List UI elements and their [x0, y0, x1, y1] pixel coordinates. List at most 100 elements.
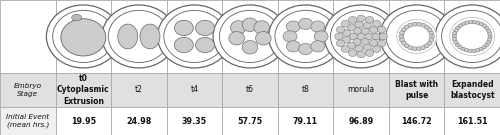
Text: Blast with
pulse: Blast with pulse: [395, 80, 438, 100]
Ellipse shape: [220, 10, 280, 63]
Ellipse shape: [229, 31, 244, 45]
Ellipse shape: [72, 14, 82, 21]
Ellipse shape: [196, 37, 214, 53]
Ellipse shape: [324, 5, 398, 68]
Ellipse shape: [461, 47, 466, 51]
Bar: [222, 0, 278, 73]
Bar: [278, 0, 334, 73]
Ellipse shape: [416, 22, 422, 26]
Ellipse shape: [230, 21, 246, 34]
Ellipse shape: [450, 17, 494, 55]
Bar: [111, 107, 166, 135]
Ellipse shape: [427, 28, 432, 32]
Ellipse shape: [357, 15, 366, 22]
Text: t6: t6: [246, 85, 254, 94]
Text: 79.11: 79.11: [293, 117, 318, 126]
Ellipse shape: [488, 35, 492, 38]
Text: 19.95: 19.95: [71, 117, 96, 126]
Ellipse shape: [164, 10, 225, 63]
Ellipse shape: [400, 38, 404, 42]
Ellipse shape: [140, 24, 160, 49]
Ellipse shape: [464, 48, 469, 52]
Bar: [56, 107, 111, 135]
Text: t8: t8: [302, 85, 310, 94]
Ellipse shape: [452, 38, 457, 41]
Bar: [389, 0, 444, 73]
Ellipse shape: [458, 24, 462, 28]
Ellipse shape: [420, 46, 426, 50]
Ellipse shape: [484, 43, 489, 47]
Text: 57.75: 57.75: [238, 117, 262, 126]
Ellipse shape: [404, 44, 409, 48]
Text: 146.72: 146.72: [402, 117, 432, 126]
Ellipse shape: [361, 38, 369, 45]
Ellipse shape: [370, 26, 378, 33]
Ellipse shape: [399, 34, 404, 38]
Ellipse shape: [427, 41, 432, 45]
Ellipse shape: [242, 18, 258, 31]
Bar: [166, 107, 222, 135]
Ellipse shape: [472, 49, 476, 53]
Ellipse shape: [430, 34, 434, 38]
Bar: [334, 73, 389, 107]
Bar: [0, 107, 56, 135]
Ellipse shape: [213, 5, 287, 68]
Ellipse shape: [486, 29, 491, 32]
Ellipse shape: [361, 28, 369, 34]
Text: 161.51: 161.51: [457, 117, 488, 126]
Ellipse shape: [468, 20, 472, 24]
Ellipse shape: [429, 31, 434, 35]
Bar: [334, 107, 389, 135]
Ellipse shape: [378, 40, 386, 47]
Ellipse shape: [363, 22, 372, 29]
Text: 24.98: 24.98: [126, 117, 152, 126]
Ellipse shape: [424, 25, 429, 29]
Ellipse shape: [488, 38, 492, 41]
Ellipse shape: [436, 5, 500, 68]
Ellipse shape: [379, 33, 388, 40]
Ellipse shape: [254, 21, 270, 34]
Ellipse shape: [372, 20, 381, 27]
Ellipse shape: [464, 21, 469, 24]
Bar: [166, 0, 222, 73]
Ellipse shape: [479, 22, 484, 26]
Bar: [111, 0, 166, 73]
Ellipse shape: [386, 10, 448, 63]
Ellipse shape: [268, 5, 342, 68]
Ellipse shape: [412, 22, 417, 26]
Ellipse shape: [356, 33, 366, 40]
Text: Expanded
blastocyst: Expanded blastocyst: [450, 80, 494, 100]
Ellipse shape: [348, 16, 357, 23]
Ellipse shape: [174, 20, 194, 36]
Ellipse shape: [416, 47, 422, 51]
Ellipse shape: [488, 32, 492, 35]
Ellipse shape: [366, 50, 374, 56]
Text: t2: t2: [135, 85, 143, 94]
Text: t4: t4: [190, 85, 198, 94]
Ellipse shape: [452, 35, 456, 38]
Bar: [222, 107, 278, 135]
Ellipse shape: [242, 40, 258, 54]
Bar: [444, 73, 500, 107]
Ellipse shape: [454, 40, 458, 44]
Ellipse shape: [348, 50, 357, 56]
Ellipse shape: [452, 32, 457, 35]
Ellipse shape: [378, 26, 386, 33]
Ellipse shape: [286, 21, 300, 32]
Text: morula: morula: [348, 85, 374, 94]
Ellipse shape: [286, 41, 300, 52]
Ellipse shape: [353, 28, 362, 34]
Ellipse shape: [370, 40, 378, 46]
Bar: [444, 0, 500, 73]
Ellipse shape: [298, 18, 312, 29]
Bar: [56, 73, 111, 107]
Ellipse shape: [472, 20, 476, 24]
Ellipse shape: [355, 21, 363, 28]
Bar: [0, 0, 56, 73]
Ellipse shape: [458, 45, 462, 49]
Ellipse shape: [408, 23, 413, 27]
Bar: [278, 73, 334, 107]
Ellipse shape: [454, 29, 458, 32]
Ellipse shape: [442, 10, 500, 63]
Ellipse shape: [311, 21, 324, 32]
